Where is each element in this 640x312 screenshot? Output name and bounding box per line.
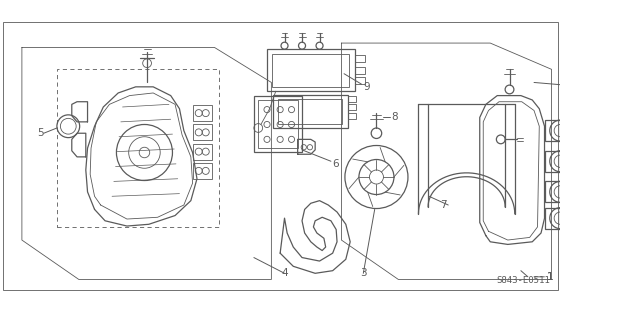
- Bar: [254, 95, 302, 153]
- Bar: [193, 163, 212, 179]
- Bar: [355, 77, 365, 84]
- Bar: [193, 144, 212, 159]
- Bar: [545, 120, 560, 141]
- Bar: [57, 69, 219, 227]
- Bar: [355, 55, 365, 62]
- Bar: [193, 124, 212, 140]
- Bar: [348, 113, 356, 119]
- Bar: [545, 151, 560, 172]
- Bar: [545, 208, 560, 229]
- Text: 5: 5: [36, 128, 44, 138]
- Text: 8: 8: [391, 113, 398, 123]
- Text: 1: 1: [534, 272, 554, 282]
- Bar: [272, 54, 349, 87]
- Text: 9: 9: [364, 82, 370, 92]
- Text: S843-E0511: S843-E0511: [496, 276, 550, 285]
- Bar: [259, 100, 298, 148]
- Text: 4: 4: [281, 268, 288, 278]
- Bar: [348, 95, 356, 102]
- Text: 3: 3: [360, 268, 367, 278]
- Bar: [545, 181, 560, 202]
- Bar: [267, 49, 355, 91]
- Bar: [273, 95, 348, 128]
- Text: 7: 7: [440, 200, 447, 210]
- Bar: [348, 104, 356, 110]
- Bar: [278, 99, 342, 124]
- Text: 1: 1: [547, 272, 554, 282]
- Text: 6: 6: [333, 159, 339, 169]
- Bar: [355, 67, 365, 74]
- Bar: [193, 105, 212, 121]
